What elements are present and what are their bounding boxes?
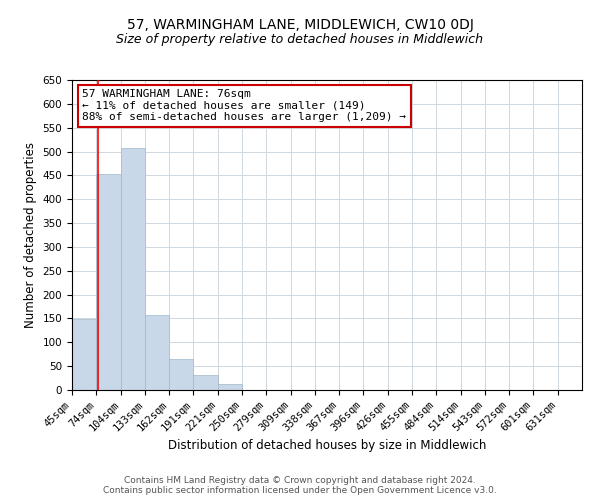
- Bar: [72, 320, 96, 390]
- Bar: [121, 148, 145, 390]
- X-axis label: Distribution of detached houses by size in Middlewich: Distribution of detached houses by size …: [168, 439, 486, 452]
- Text: 57 WARMINGHAM LANE: 76sqm
← 11% of detached houses are smaller (149)
88% of semi: 57 WARMINGHAM LANE: 76sqm ← 11% of detac…: [82, 90, 406, 122]
- Text: 57, WARMINGHAM LANE, MIDDLEWICH, CW10 0DJ: 57, WARMINGHAM LANE, MIDDLEWICH, CW10 0D…: [127, 18, 473, 32]
- Bar: [193, 374, 218, 390]
- Bar: [218, 384, 242, 390]
- Bar: [145, 314, 169, 390]
- Bar: [169, 359, 193, 390]
- Bar: [96, 174, 121, 390]
- Y-axis label: Number of detached properties: Number of detached properties: [24, 142, 37, 328]
- Text: Contains HM Land Registry data © Crown copyright and database right 2024.
Contai: Contains HM Land Registry data © Crown c…: [103, 476, 497, 495]
- Text: Size of property relative to detached houses in Middlewich: Size of property relative to detached ho…: [116, 32, 484, 46]
